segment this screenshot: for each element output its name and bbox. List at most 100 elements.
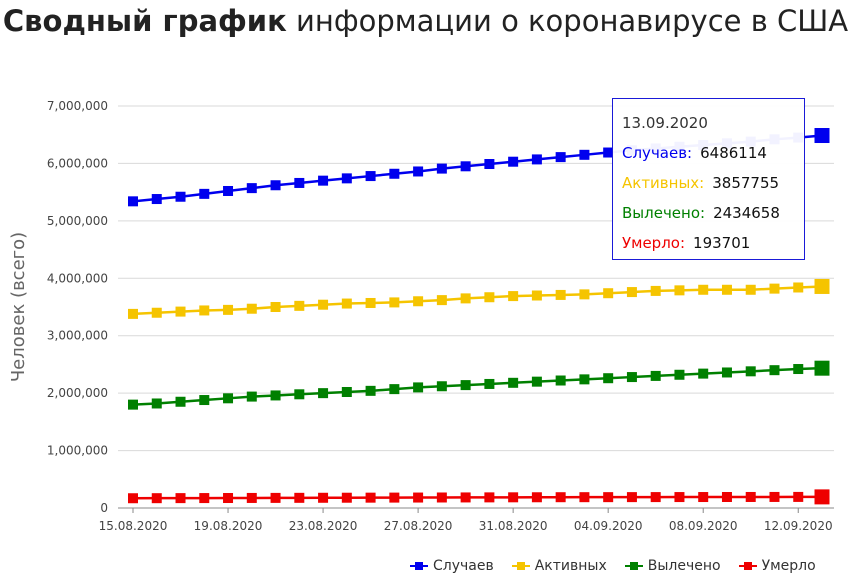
data-point[interactable] <box>484 292 495 303</box>
data-point[interactable] <box>698 284 709 295</box>
data-point[interactable] <box>508 377 519 388</box>
data-point[interactable] <box>223 304 234 315</box>
data-point[interactable] <box>294 389 305 400</box>
data-point[interactable] <box>318 299 329 310</box>
data-point[interactable] <box>745 366 756 377</box>
data-point[interactable] <box>413 166 424 177</box>
data-point[interactable] <box>721 492 732 503</box>
data-point[interactable] <box>508 492 519 503</box>
data-point[interactable] <box>460 161 471 172</box>
data-point[interactable] <box>318 175 329 186</box>
data-point[interactable] <box>531 376 542 387</box>
data-point[interactable] <box>674 492 685 503</box>
data-point[interactable] <box>151 398 162 409</box>
data-point[interactable] <box>460 492 471 503</box>
data-point[interactable] <box>484 159 495 170</box>
data-point[interactable] <box>769 491 780 502</box>
data-point[interactable] <box>223 185 234 196</box>
data-point[interactable] <box>769 283 780 294</box>
data-point[interactable] <box>223 393 234 404</box>
data-point[interactable] <box>128 493 138 504</box>
data-point[interactable] <box>341 492 352 503</box>
data-point[interactable] <box>246 303 257 314</box>
data-point[interactable] <box>555 375 566 386</box>
data-point[interactable] <box>531 154 542 165</box>
data-point[interactable] <box>389 168 400 179</box>
data-point[interactable] <box>508 291 519 302</box>
data-point[interactable] <box>365 297 376 308</box>
data-point[interactable] <box>603 147 614 158</box>
data-point[interactable] <box>436 381 447 392</box>
data-point[interactable] <box>365 171 376 182</box>
data-point[interactable] <box>151 194 162 205</box>
data-point[interactable] <box>223 493 234 504</box>
data-point[interactable] <box>341 386 352 397</box>
data-point[interactable] <box>175 493 186 504</box>
data-point[interactable] <box>793 491 804 502</box>
data-point[interactable] <box>579 374 590 385</box>
data-point[interactable] <box>199 493 210 504</box>
data-point[interactable] <box>555 152 566 163</box>
data-point[interactable] <box>674 285 685 296</box>
data-point[interactable] <box>128 196 138 207</box>
data-point[interactable] <box>626 492 637 503</box>
data-point[interactable] <box>626 372 637 383</box>
data-point[interactable] <box>199 395 210 406</box>
data-point[interactable] <box>365 492 376 503</box>
data-point[interactable] <box>793 364 804 375</box>
data-point[interactable] <box>579 492 590 503</box>
data-point[interactable] <box>175 396 186 407</box>
data-point[interactable] <box>175 191 186 202</box>
data-point[interactable] <box>389 492 400 503</box>
data-point[interactable] <box>199 305 210 316</box>
data-point[interactable] <box>318 388 329 399</box>
data-point[interactable] <box>294 177 305 188</box>
data-point[interactable] <box>603 373 614 384</box>
data-point[interactable] <box>793 282 804 293</box>
data-point[interactable] <box>128 308 138 319</box>
data-point[interactable] <box>460 293 471 304</box>
data-point[interactable] <box>318 492 329 503</box>
data-point[interactable] <box>294 492 305 503</box>
data-point[interactable] <box>460 380 471 391</box>
data-point[interactable] <box>436 163 447 174</box>
data-point[interactable] <box>745 491 756 502</box>
data-point[interactable] <box>650 285 661 296</box>
data-point[interactable] <box>650 370 661 381</box>
data-point[interactable] <box>579 149 590 160</box>
data-point[interactable] <box>814 489 830 505</box>
data-point[interactable] <box>555 289 566 300</box>
data-point[interactable] <box>531 290 542 301</box>
data-point[interactable] <box>484 378 495 389</box>
data-point[interactable] <box>270 302 281 312</box>
data-point[interactable] <box>721 367 732 378</box>
data-point[interactable] <box>698 492 709 503</box>
data-point[interactable] <box>270 492 281 503</box>
data-point[interactable] <box>814 278 830 294</box>
data-point[interactable] <box>151 493 162 504</box>
data-point[interactable] <box>698 368 709 379</box>
data-point[interactable] <box>199 188 210 199</box>
legend-item-active[interactable]: Активных <box>511 558 607 574</box>
data-point[interactable] <box>814 128 830 144</box>
data-point[interactable] <box>341 173 352 184</box>
data-point[interactable] <box>246 492 257 503</box>
data-point[interactable] <box>531 492 542 503</box>
data-point[interactable] <box>555 492 566 503</box>
data-point[interactable] <box>603 492 614 503</box>
data-point[interactable] <box>603 288 614 299</box>
data-point[interactable] <box>389 297 400 308</box>
data-point[interactable] <box>294 300 305 311</box>
data-point[interactable] <box>650 492 661 503</box>
data-point[interactable] <box>721 284 732 295</box>
data-point[interactable] <box>745 284 756 295</box>
data-point[interactable] <box>413 296 424 307</box>
data-point[interactable] <box>365 385 376 396</box>
data-point[interactable] <box>436 492 447 503</box>
data-point[interactable] <box>626 287 637 298</box>
data-point[interactable] <box>484 492 495 503</box>
data-point[interactable] <box>246 391 257 402</box>
data-point[interactable] <box>674 369 685 380</box>
legend-item-recovered[interactable]: Вылечено <box>624 558 721 574</box>
data-point[interactable] <box>508 156 519 167</box>
